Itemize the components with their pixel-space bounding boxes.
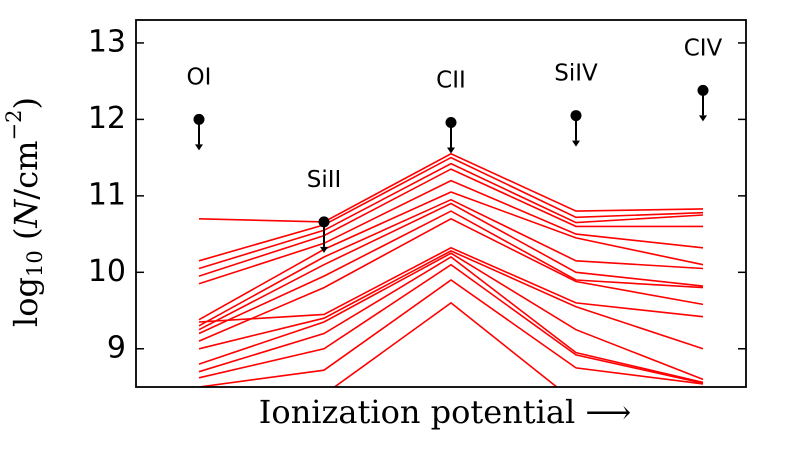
x-axis-label: Ionization potential ⟶ bbox=[259, 393, 631, 431]
model-lines bbox=[198, 152, 704, 387]
upper-limit-point-siii bbox=[318, 216, 330, 228]
model-line-1 bbox=[198, 152, 704, 223]
upper-limit-arrowhead-oi bbox=[195, 144, 203, 151]
model-line-4 bbox=[198, 168, 703, 277]
y-tick-label-12: 12 bbox=[88, 101, 126, 136]
model-line-11 bbox=[198, 246, 704, 323]
upper-limit-point-oi bbox=[193, 113, 205, 125]
y-tick-label-13: 13 bbox=[88, 24, 126, 59]
plot-frame bbox=[135, 19, 747, 388]
ion-label-oi: OI bbox=[187, 64, 212, 90]
upper-limit-point-civ bbox=[697, 84, 709, 96]
model-line-6 bbox=[198, 191, 704, 321]
model-line-17 bbox=[333, 301, 703, 387]
model-line-14 bbox=[198, 256, 704, 384]
ion-label-siii: SiII bbox=[307, 167, 342, 193]
upper-limit-arrowhead-siiv bbox=[572, 140, 580, 147]
y-tick-label-11: 11 bbox=[88, 177, 126, 212]
ion-label-civ: CIV bbox=[684, 35, 723, 61]
ion-label-siiv: SiIV bbox=[554, 61, 598, 87]
upper-limit-point-siiv bbox=[570, 110, 582, 122]
upper-limit-arrowhead-siii bbox=[320, 246, 328, 253]
model-line-12 bbox=[198, 250, 704, 350]
y-ticks: 9 10 11 12 13 bbox=[88, 24, 746, 365]
model-line-16 bbox=[198, 279, 704, 387]
ion-labels: OI SiII CII SiIV CIV bbox=[187, 35, 723, 193]
model-line-10 bbox=[198, 217, 704, 342]
model-line-9 bbox=[198, 210, 704, 335]
y-axis-label: log10 (N/cm−2) bbox=[2, 97, 47, 327]
upper-limit-point-cii bbox=[445, 116, 457, 128]
ion-label-cii: CII bbox=[436, 68, 466, 94]
y-tick-label-9: 9 bbox=[107, 330, 126, 365]
model-line-5 bbox=[198, 179, 704, 285]
y-tick-label-10: 10 bbox=[88, 254, 126, 289]
model-line-13 bbox=[198, 252, 704, 381]
upper-limits bbox=[193, 84, 709, 253]
model-line-8 bbox=[198, 202, 704, 331]
model-line-15 bbox=[198, 263, 704, 384]
upper-limit-arrowhead-civ bbox=[699, 115, 707, 122]
model-line-2 bbox=[198, 156, 704, 262]
model-line-7 bbox=[198, 198, 704, 327]
upper-limit-arrowhead-cii bbox=[447, 147, 455, 154]
model-line-3 bbox=[198, 162, 704, 270]
